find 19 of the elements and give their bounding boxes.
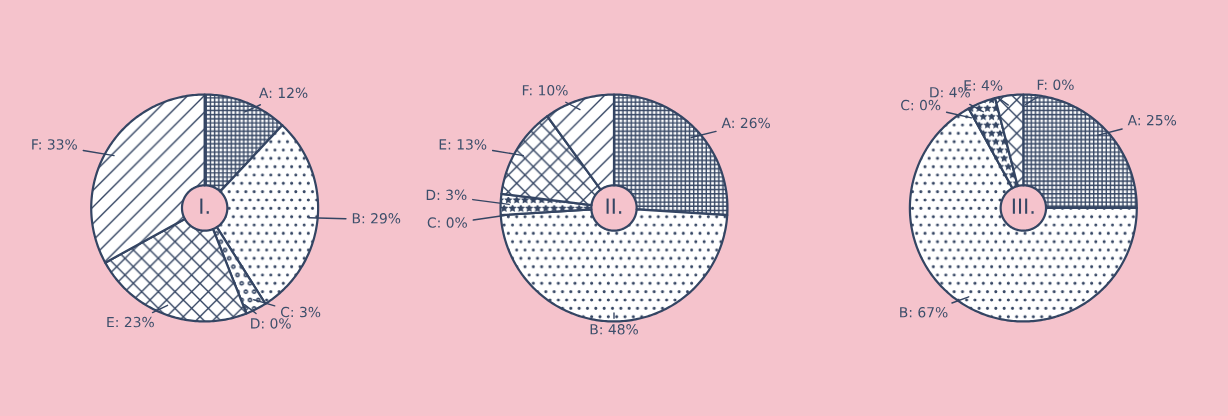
text: III. bbox=[1012, 198, 1034, 214]
slice-label: A: 12% bbox=[259, 87, 308, 99]
slice-label: D: 3% bbox=[426, 189, 467, 201]
category-label: F: 0% bbox=[1037, 79, 1074, 90]
slice-label: C: 3% bbox=[280, 306, 321, 318]
category-label: D: 0% bbox=[251, 318, 291, 329]
slice-label: F: 10% bbox=[522, 85, 568, 96]
slice-label: E: 13% bbox=[439, 139, 487, 150]
slice-label: A: 25% bbox=[1127, 114, 1177, 126]
text: I. bbox=[200, 198, 209, 214]
slice-label: B: 29% bbox=[352, 213, 401, 224]
text: II. bbox=[606, 198, 622, 214]
slice-label: A: 26% bbox=[721, 117, 770, 129]
slice-label: F: 33% bbox=[32, 139, 77, 150]
slice-label: B: 48% bbox=[590, 324, 638, 335]
category-label: C: 0% bbox=[901, 99, 941, 111]
slice-label: B: 67% bbox=[900, 306, 948, 318]
slice-label: E: 23% bbox=[107, 316, 154, 328]
legend-label: C: 0% bbox=[427, 217, 467, 228]
